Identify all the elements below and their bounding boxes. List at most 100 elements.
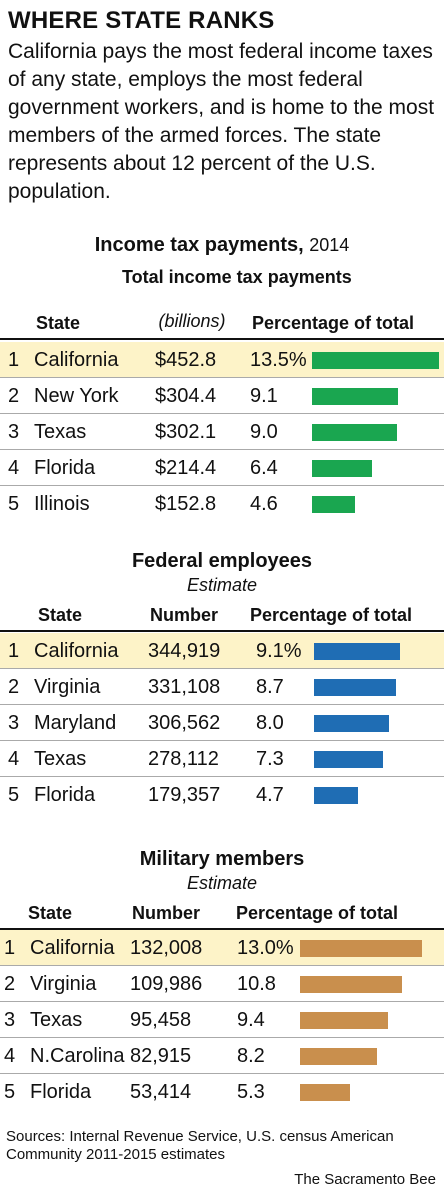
table-row: 4 Texas 278,112 7.3 <box>0 741 444 777</box>
rank-cell: 1 <box>4 937 16 959</box>
table-row: 3 Texas $302.1 9.0 <box>0 414 444 450</box>
header-rule <box>0 928 444 930</box>
row-divider <box>0 1073 444 1074</box>
pct-bar <box>314 715 389 732</box>
rank-cell: 1 <box>8 349 20 371</box>
pct-cell: 9.0 <box>250 421 278 443</box>
pct-cell: 8.2 <box>237 1045 265 1067</box>
table-row: 5 Florida 179,357 4.7 <box>0 777 444 813</box>
value-cell: 344,919 <box>148 640 221 662</box>
state-cell: New York <box>34 385 119 407</box>
pct-bar <box>314 787 358 804</box>
value-cell: $214.4 <box>155 457 217 479</box>
value-cell: 95,458 <box>130 1009 192 1031</box>
row-divider <box>0 449 444 450</box>
pct-cell: 9.1% <box>256 640 302 662</box>
credit: The Sacramento Bee <box>294 1171 436 1188</box>
rank-cell: 4 <box>8 748 20 770</box>
rank-cell: 3 <box>4 1009 16 1031</box>
row-divider <box>0 1037 444 1038</box>
pct-bar <box>314 679 396 696</box>
pct-bar <box>300 1012 388 1029</box>
row-divider <box>0 1001 444 1002</box>
col-header-state: State <box>28 903 73 923</box>
table-row: 3 Maryland 306,562 8.0 <box>0 705 444 741</box>
table-row: 4 Florida $214.4 6.4 <box>0 450 444 486</box>
income-tax-title: Income tax payments, 2014 <box>0 232 444 258</box>
pct-bar <box>300 976 402 993</box>
pct-bar <box>300 1048 377 1065</box>
table-row: 1 California 132,008 13.0% <box>0 930 444 966</box>
pct-cell: 8.7 <box>256 676 284 698</box>
intro-text: California pays the most federal income … <box>8 40 435 203</box>
header-rule <box>0 338 444 340</box>
pct-cell: 4.7 <box>256 784 284 806</box>
federal-employees-subtitle: Estimate <box>186 575 258 595</box>
military-title: Military members <box>139 848 305 870</box>
rank-cell: 3 <box>8 712 20 734</box>
state-cell: California <box>34 349 119 371</box>
pct-cell: 13.5% <box>250 349 307 371</box>
col-header-state: State <box>36 313 81 333</box>
table-row: 5 Florida 53,414 5.3 <box>0 1074 444 1110</box>
row-divider <box>0 377 444 378</box>
state-cell: Texas <box>34 748 87 770</box>
pct-bar <box>300 1084 350 1101</box>
pct-bar <box>312 352 439 369</box>
value-cell: $304.4 <box>155 385 217 407</box>
value-cell: 82,915 <box>130 1045 192 1067</box>
col-header-number: Number <box>150 605 219 625</box>
rank-cell: 5 <box>8 784 20 806</box>
rank-cell: 5 <box>4 1081 16 1103</box>
col-header-value: Total income tax payments <box>122 267 352 287</box>
row-divider <box>0 776 444 777</box>
value-cell: $452.8 <box>155 349 217 371</box>
row-divider <box>0 965 444 966</box>
income-tax-title-text: Income tax payments, <box>94 234 304 256</box>
table-row: 2 Virginia 109,986 10.8 <box>0 966 444 1002</box>
table-row: 5 Illinois $152.8 4.6 <box>0 486 444 522</box>
value-cell: 132,008 <box>130 937 203 959</box>
value-cell: 109,986 <box>130 973 203 995</box>
value-cell: 53,414 <box>130 1081 192 1103</box>
row-divider <box>0 413 444 414</box>
pct-bar <box>312 424 397 441</box>
state-cell: Virginia <box>34 676 101 698</box>
rank-cell: 1 <box>8 640 20 662</box>
row-divider <box>0 485 444 486</box>
pct-cell: 6.4 <box>250 457 278 479</box>
table-row: 1 California 344,919 9.1% <box>0 633 444 669</box>
col-header-units: (billions) <box>158 311 226 331</box>
state-cell: California <box>34 640 119 662</box>
pct-cell: 13.0% <box>237 937 294 959</box>
page-title: WHERE STATE RANKS <box>8 7 275 34</box>
income-tax-year: 2014 <box>309 235 350 255</box>
col-header-state: State <box>38 605 83 625</box>
pct-cell: 7.3 <box>256 748 284 770</box>
pct-bar <box>300 940 422 957</box>
state-cell: California <box>30 937 115 959</box>
value-cell: 306,562 <box>148 712 221 734</box>
state-cell: Florida <box>34 784 96 806</box>
sources-note: Sources: Internal Revenue Service, U.S. … <box>6 1128 394 1163</box>
header-rule <box>0 630 444 632</box>
state-cell: Illinois <box>34 493 90 515</box>
value-cell: 278,112 <box>148 748 219 770</box>
pct-bar <box>312 388 398 405</box>
value-cell: $152.8 <box>155 493 217 515</box>
rank-cell: 4 <box>8 457 20 479</box>
state-cell: Maryland <box>34 712 117 734</box>
row-divider <box>0 704 444 705</box>
rank-cell: 5 <box>8 493 20 515</box>
rank-cell: 4 <box>4 1045 16 1067</box>
state-cell: Virginia <box>30 973 97 995</box>
pct-cell: 9.1 <box>250 385 278 407</box>
pct-cell: 5.3 <box>237 1081 265 1103</box>
table-row: 3 Texas 95,458 9.4 <box>0 1002 444 1038</box>
table-row: 4 N.Carolina 82,915 8.2 <box>0 1038 444 1074</box>
military-subtitle: Estimate <box>186 873 258 893</box>
rank-cell: 2 <box>8 676 20 698</box>
federal-employees-title: Federal employees <box>131 550 313 572</box>
pct-bar <box>312 496 355 513</box>
rank-cell: 2 <box>4 973 16 995</box>
